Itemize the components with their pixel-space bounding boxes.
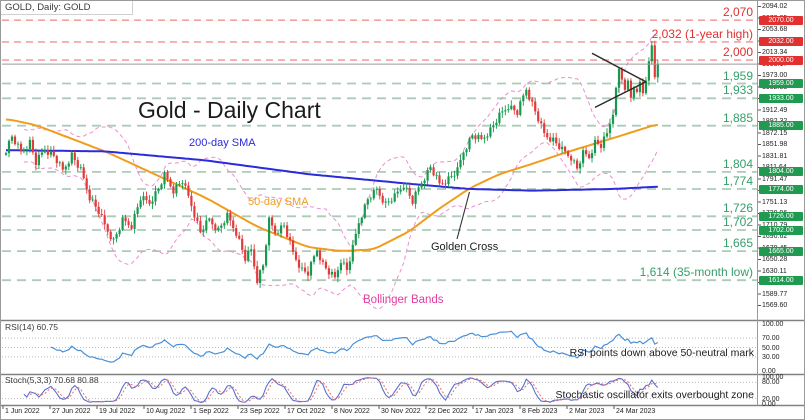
- stoch-axis-tick: 20.00: [762, 395, 780, 403]
- date-axis-label: 8 Feb 2023: [522, 408, 558, 415]
- date-axis-label: 1 Sep 2022: [193, 408, 229, 415]
- price-tag: 2032.00: [759, 37, 803, 47]
- date-axis-label: 30 Nov 2022: [381, 408, 421, 415]
- date-axis-label: 19 Jul 2022: [99, 408, 136, 415]
- price-axis-tick: 1973.00: [762, 72, 788, 79]
- price-tag: 2070.00: [759, 15, 803, 25]
- price-axis-tick: 2094.02: [762, 3, 788, 10]
- price-tag: 1702.00: [759, 225, 803, 235]
- price-tag: 1959.00: [759, 79, 803, 88]
- price-tag: 1726.00: [759, 211, 803, 221]
- support-level-label: 1,702: [722, 215, 753, 229]
- date-axis-label: 17 Jan 2023: [475, 408, 514, 415]
- price-tag: 2000.00: [759, 55, 803, 65]
- rsi-axis-tick: 50.00: [762, 344, 780, 352]
- stoch-annotation: Stochastic oscillator exits overbought z…: [555, 389, 754, 401]
- date-axis-label: 23 Sep 2022: [240, 408, 280, 415]
- rsi-annotation: RSI points down above 50-neutral mark: [569, 347, 754, 359]
- stoch-axis-tick: 80.00: [762, 379, 780, 387]
- price-axis-tick: 2013.34: [762, 49, 788, 56]
- support-level-label: 1,804: [722, 156, 753, 171]
- price-axis-tick: 1589.77: [762, 290, 788, 298]
- candlestick-series: [4, 45, 659, 283]
- support-level-label: 1,959: [722, 68, 753, 83]
- golden-cross-label: Golden Cross: [431, 241, 499, 253]
- price-tag: 1774.00: [759, 184, 803, 194]
- support-level-label: 1,933: [722, 83, 753, 98]
- stoch-k-line: [23, 377, 659, 403]
- rsi-line: [50, 330, 659, 363]
- price-axis-tick: 1751.13: [762, 198, 788, 206]
- sma200-label: 200-day SMA: [189, 137, 256, 149]
- stoch-d-line: [29, 377, 658, 403]
- stoch-indicator-label: Stoch(5,3,3) 70.68 80.88: [5, 375, 99, 385]
- price-axis-tick: 1690.62: [762, 233, 788, 240]
- price-axis-tick: 1912.49: [762, 106, 788, 114]
- rsi-axis-tick: 100.00: [762, 321, 784, 328]
- rsi-axis-tick: 70.00: [762, 335, 780, 343]
- date-axis-label: 17 Oct 2022: [287, 408, 326, 415]
- sma50-line: [5, 118, 658, 252]
- golden-cross-arrow: [456, 191, 471, 240]
- pennant-upper-line: [591, 52, 647, 83]
- date-axis-label: 1 Jun 2022: [5, 408, 40, 415]
- price-tag: 1933.00: [759, 93, 803, 103]
- price-axis-tick: 1872.15: [762, 129, 788, 137]
- support-level-label: 1,774: [722, 174, 753, 188]
- price-axis-tick: 1831.81: [762, 152, 788, 160]
- resistance-level-label: 2,000: [722, 45, 753, 60]
- pennant-lower-line: [594, 81, 647, 109]
- stoch-axis-tick: 0.00: [762, 401, 776, 408]
- rsi-axis-tick: 30.00: [762, 353, 780, 361]
- price-tag: 1804.00: [759, 167, 803, 177]
- price-axis-tick: 1630.11: [762, 267, 787, 275]
- price-axis-tick: 1710.79: [762, 222, 787, 229]
- symbol-label-box: [1, 1, 133, 15]
- price-tag: 1665.00: [759, 246, 803, 256]
- date-axis-label: 27 Jun 2022: [52, 408, 91, 415]
- sma50-label: 50-day SMA: [248, 196, 309, 208]
- price-axis-tick: 1650.28: [762, 256, 788, 263]
- rsi-indicator-label: RSI(14) 60.75: [5, 322, 58, 332]
- support-level-label: 1,665: [722, 236, 753, 251]
- resistance-level-label: 2,032 (1-year high): [651, 26, 753, 41]
- stoch-axis-tick: 100.00: [762, 374, 784, 381]
- price-tag: 1885.00: [759, 121, 803, 131]
- price-tag: 1614.00: [759, 275, 803, 285]
- date-axis-label: 8 Nov 2022: [334, 408, 370, 415]
- symbol-label: GOLD, Daily: GOLD: [5, 2, 91, 13]
- bollinger-bands-label: Bollinger Bands: [363, 294, 444, 306]
- support-level-label: 1,614 (35-month low): [639, 265, 753, 280]
- rsi-axis-tick: 0.00: [762, 368, 776, 375]
- support-level-label: 1,885: [722, 110, 753, 125]
- date-axis-label: 2 Mar 2023: [569, 408, 605, 415]
- sma200-line: [6, 149, 658, 192]
- price-axis-tick: 1569.60: [762, 302, 788, 309]
- bollinger-lower-band: [23, 142, 659, 310]
- price-axis-tick: 2053.68: [762, 26, 788, 33]
- date-axis-label: 10 Aug 2022: [146, 408, 186, 415]
- price-axis-tick: 1851.98: [762, 141, 788, 148]
- price-axis-tick: 1791.47: [762, 175, 788, 183]
- resistance-level-label: 2,070: [722, 5, 753, 20]
- support-level-label: 1,726: [722, 201, 753, 216]
- date-axis-label: 24 Mar 2023: [616, 408, 656, 415]
- chart-title: Gold - Daily Chart: [138, 97, 321, 123]
- date-axis-label: 22 Dec 2022: [428, 408, 468, 415]
